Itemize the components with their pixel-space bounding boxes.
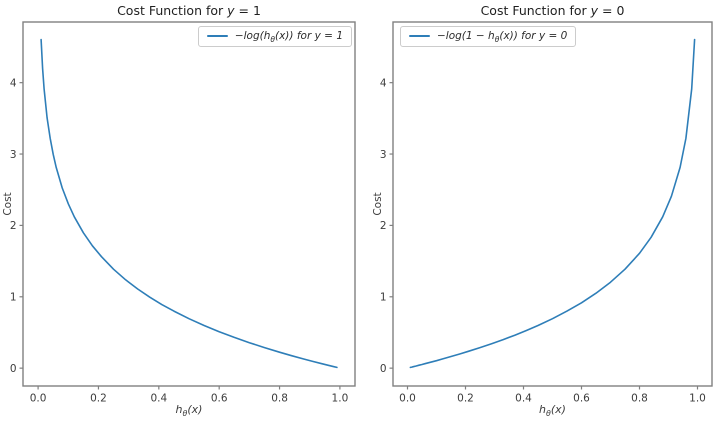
x-axis-tick-label: 0.0 <box>399 393 416 405</box>
x-axis-tick-label: 0.8 <box>271 393 288 405</box>
x-axis-tick-label: 0.0 <box>30 393 47 405</box>
text-part: = 1 <box>320 30 343 42</box>
legend-label: −log(hθ(x)) for y = 1 <box>234 30 343 44</box>
text-part: h <box>539 403 547 416</box>
plot-area-svg: 0.0 0.2 0.4 0.6 0.8 1.0 0 1 2 3 4 <box>380 21 713 405</box>
subscript-theta: θ <box>546 408 551 418</box>
plot-title: Cost Function for y = 1 <box>117 3 261 18</box>
cost-curve <box>409 38 696 369</box>
text-part: = 0 <box>545 30 568 42</box>
text-part: h <box>175 403 183 416</box>
x-axis-label: hθ(x) <box>539 403 566 418</box>
text-part: Cost Function for <box>117 3 228 18</box>
legend: −log(1 − hθ(x)) for y = 0 <box>400 26 577 47</box>
legend-line-swatch <box>409 35 430 37</box>
cost-curve <box>40 38 338 369</box>
x-axis-label: hθ(x) <box>175 403 203 418</box>
text-part: −log(h <box>234 30 271 42</box>
y-axis-tick-label: 2 <box>380 220 387 232</box>
y-axis-tick-label: 0 <box>380 363 387 375</box>
subplot-cost-y1: 0.0 0.2 0.4 0.6 0.8 1.0 0 1 2 3 4 Cost Function for… <box>2 3 356 418</box>
y-axis-tick-label: 4 <box>380 77 387 89</box>
y-axis-tick-label: 3 <box>10 149 17 161</box>
text-part: y <box>227 3 235 18</box>
y-axis-label: Cost <box>372 192 384 216</box>
text-part: Cost Function for <box>480 3 591 18</box>
text-part: = 1 <box>234 3 261 18</box>
text-part: = 0 <box>598 3 625 18</box>
y-axis-label: Cost <box>2 192 14 216</box>
plot-title: Cost Function for y = 0 <box>481 3 625 18</box>
legend: −log(hθ(x)) for y = 1 <box>197 26 352 47</box>
y-axis-tick-label: 1 <box>380 292 387 304</box>
subplot-cost-y0: 0.0 0.2 0.4 0.6 0.8 1.0 0 1 2 3 4 Cost Function for… <box>360 0 720 428</box>
axes-spines <box>392 21 713 387</box>
x-axis-tick-label: 1.0 <box>332 393 349 405</box>
text-part: (x)) for <box>499 30 539 42</box>
legend-label: −log(1 − hθ(x)) for y = 0 <box>437 30 568 44</box>
x-axis-tick-label: 0.2 <box>90 393 107 405</box>
x-axis-tick-label: 0.4 <box>515 393 532 405</box>
text-part: −log(1 − h <box>437 30 495 42</box>
text-part: y <box>314 30 321 42</box>
subscript-theta: θ <box>270 34 275 44</box>
y-axis-tick-label: 0 <box>10 363 17 375</box>
text-part: (x) <box>550 403 566 416</box>
axes-spines <box>22 21 356 387</box>
subscript-theta: θ <box>182 408 188 418</box>
x-axis-tick-label: 1.0 <box>689 393 706 405</box>
y-axis-tick-label: 2 <box>10 220 17 232</box>
x-axis-tick-label: 0.8 <box>631 393 648 405</box>
x-axis-tick-label: 0.4 <box>150 393 167 405</box>
text-part: y <box>590 3 599 18</box>
x-axis-tick-label: 0.6 <box>211 393 228 405</box>
legend-line-swatch <box>206 35 228 37</box>
subscript-theta: θ <box>494 34 500 44</box>
plot-area-svg: 0.0 0.2 0.4 0.6 0.8 1.0 0 1 2 3 4 <box>10 21 356 405</box>
text-part: y <box>538 30 546 42</box>
x-axis-tick-label: 0.6 <box>573 393 590 405</box>
y-axis-tick-label: 4 <box>10 77 17 89</box>
y-axis-tick-label: 1 <box>10 292 17 304</box>
x-axis-tick-label: 0.2 <box>457 393 474 405</box>
text-part: (x) <box>187 403 203 416</box>
text-part: (x)) for <box>275 30 315 42</box>
y-axis-tick-label: 3 <box>380 149 387 161</box>
